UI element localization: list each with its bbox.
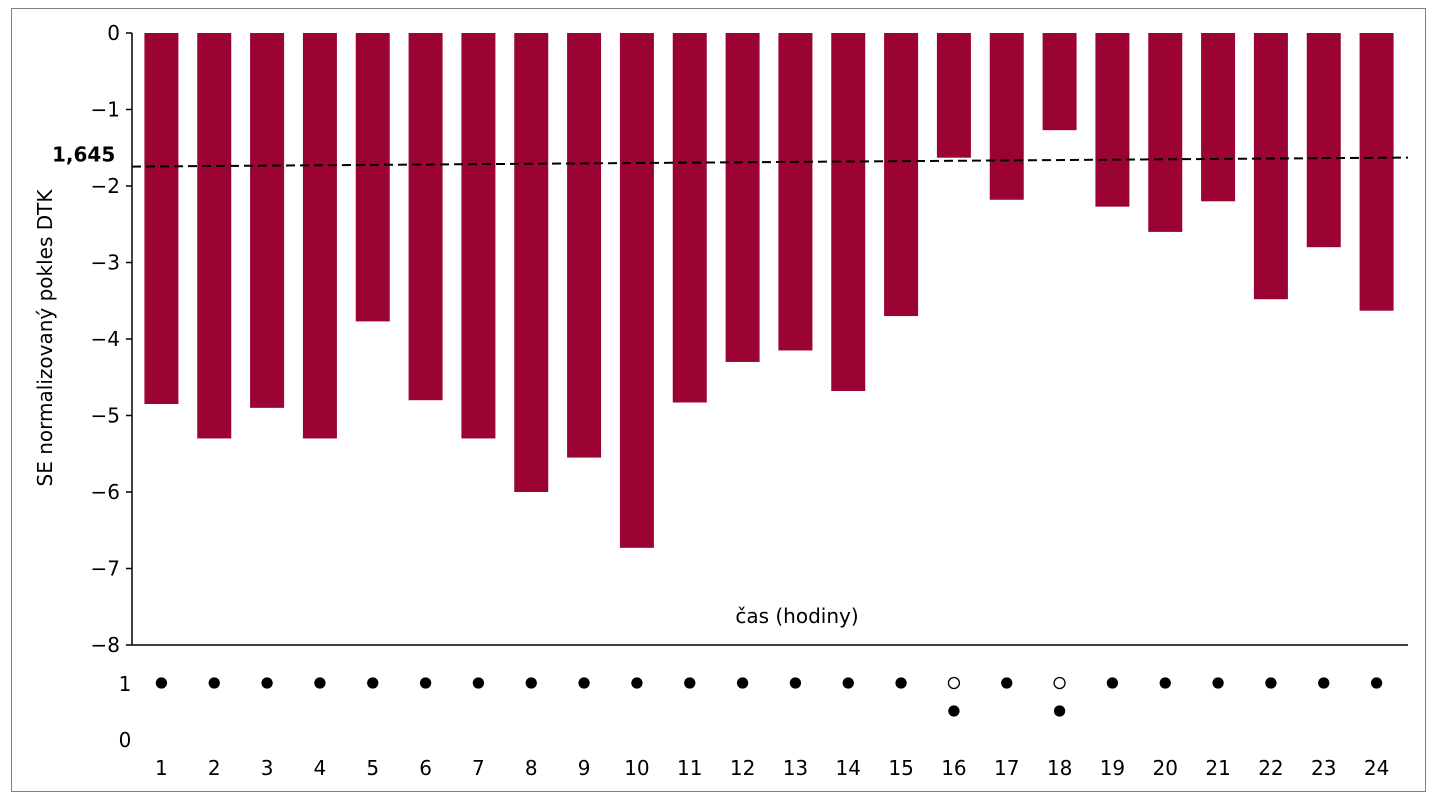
- x-tick-label: 18: [1047, 756, 1072, 780]
- x-tick-label: 19: [1100, 756, 1125, 780]
- x-tick-label: 8: [525, 756, 538, 780]
- bar: [1148, 33, 1183, 232]
- bar: [514, 33, 549, 492]
- indicator-panel: 10: [119, 672, 1383, 752]
- indicator-row-label: 1: [119, 672, 132, 696]
- bar: [1306, 33, 1341, 248]
- x-tick-label: 6: [419, 756, 432, 780]
- bar: [1095, 33, 1130, 207]
- indicator-dot-filled: [1318, 677, 1330, 689]
- x-tick-label: 12: [730, 756, 755, 780]
- y-tick-label: −5: [91, 404, 120, 428]
- indicator-dot-filled: [1265, 677, 1277, 689]
- x-tick-label: 1: [155, 756, 168, 780]
- bar: [250, 33, 285, 408]
- bar: [778, 33, 813, 351]
- bar: [672, 33, 707, 403]
- indicator-dot-open: [947, 676, 961, 690]
- bar: [619, 33, 654, 548]
- bar: [461, 33, 496, 439]
- indicator-dot-filled: [525, 677, 537, 689]
- x-tick-label: 10: [624, 756, 649, 780]
- bar: [1201, 33, 1236, 202]
- indicator-dot-filled: [1212, 677, 1224, 689]
- bar: [355, 33, 390, 322]
- bars-group: [144, 33, 1394, 548]
- bar: [408, 33, 443, 401]
- x-tick-label: 21: [1205, 756, 1230, 780]
- bar: [884, 33, 919, 317]
- x-tick-label: 7: [472, 756, 485, 780]
- indicator-dot-filled: [472, 677, 485, 689]
- x-tick-label: 20: [1153, 756, 1178, 780]
- indicator-row-label: 0: [119, 728, 132, 752]
- x-tick-label: 2: [208, 756, 221, 780]
- x-tick-label: 22: [1258, 756, 1283, 780]
- x-tick-label: 11: [677, 756, 702, 780]
- y-axis: 0 −1 −2 −3 −4 −5 −6 −7 −8: [91, 21, 133, 657]
- bar: [1253, 33, 1288, 300]
- bar: [1042, 33, 1077, 131]
- indicator-dot-filled: [419, 677, 432, 689]
- x-tick-labels: 1 2 3 4 5 6 7 8 9 10 11 12 13 14 15 16 17 18 19 20 21 22 23 24: [155, 756, 1389, 780]
- indicator-dot-filled: [684, 677, 696, 689]
- indicator-dot-filled: [631, 677, 643, 689]
- x-tick-label: 4: [314, 756, 327, 780]
- indicator-dot-filled: [261, 677, 273, 689]
- bar: [302, 33, 337, 439]
- bar: [936, 33, 971, 158]
- indicator-dot-filled: [155, 677, 168, 689]
- indicator-dot-filled: [208, 677, 220, 689]
- y-tick-label: −1: [91, 98, 120, 122]
- bar: [725, 33, 760, 362]
- x-tick-label: 17: [994, 756, 1019, 780]
- bar: [144, 33, 179, 405]
- indicator-dot-filled: [736, 677, 749, 689]
- y-axis-title: SE normalizovaný pokles DTK: [33, 189, 57, 487]
- x-tick-label: 24: [1364, 756, 1389, 780]
- indicator-dot-filled: [842, 677, 854, 689]
- indicator-dot-filled: [314, 677, 326, 689]
- y-tick-label: −6: [91, 480, 120, 504]
- chart-frame: [11, 8, 1426, 792]
- x-tick-label: 9: [578, 756, 591, 780]
- bar: [831, 33, 866, 392]
- x-tick-label: 3: [261, 756, 274, 780]
- x-axis-title: čas (hodiny): [735, 604, 858, 628]
- y-tick-label: −7: [91, 557, 120, 581]
- reference-line: [131, 156, 1409, 168]
- indicator-dot-open: [1053, 676, 1066, 690]
- bar: [567, 33, 602, 458]
- reference-line-label: 1,645: [52, 143, 115, 167]
- y-tick-label: −4: [91, 327, 120, 351]
- indicator-dot-filled: [948, 705, 960, 717]
- indicator-dot-filled: [789, 677, 802, 689]
- indicator-dot-filled: [895, 677, 907, 689]
- x-tick-label: 23: [1311, 756, 1336, 780]
- bar: [989, 33, 1024, 200]
- x-tick-label: 5: [366, 756, 379, 780]
- indicator-dot-filled: [1053, 705, 1066, 717]
- indicator-dot-filled: [1370, 677, 1383, 689]
- indicator-dot-filled: [578, 677, 590, 689]
- indicator-dot-filled: [367, 677, 379, 689]
- x-tick-label: 16: [941, 756, 966, 780]
- y-tick-label: 0: [107, 21, 120, 45]
- y-tick-label: −2: [91, 174, 120, 198]
- x-tick-label: 14: [836, 756, 861, 780]
- x-tick-label: 13: [783, 756, 808, 780]
- indicator-dot-filled: [1001, 677, 1013, 689]
- y-tick-label: −3: [91, 251, 120, 275]
- indicator-dot-filled: [1106, 677, 1119, 689]
- x-tick-label: 15: [888, 756, 913, 780]
- bar: [197, 33, 232, 439]
- indicator-dot-filled: [1159, 677, 1171, 689]
- y-tick-label: −8: [91, 633, 120, 657]
- bar: [1359, 33, 1394, 311]
